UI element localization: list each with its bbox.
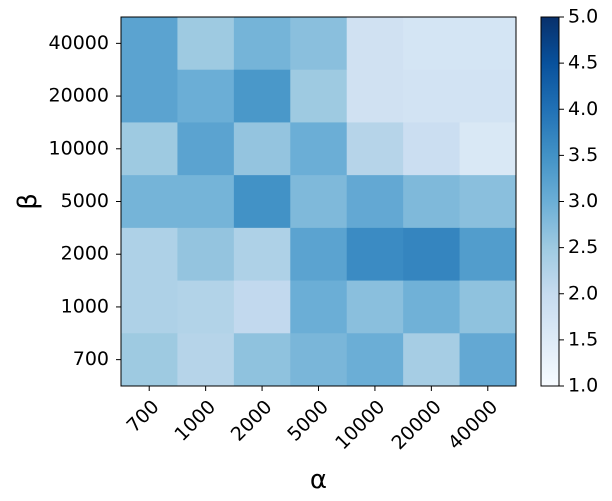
- x-tick-label: 20000: [387, 396, 445, 454]
- colorbar: [540, 16, 560, 387]
- heatmap-cell: [233, 17, 291, 71]
- heatmap-cell: [346, 333, 404, 387]
- y-tick-label: 2000: [61, 243, 109, 265]
- y-tick-label: 40000: [49, 32, 109, 54]
- colorbar-tick-label: 5.0: [568, 6, 598, 28]
- heatmap-cell: [233, 69, 291, 123]
- heatmap-cell: [177, 69, 235, 123]
- heatmap-cell: [233, 227, 291, 282]
- y-tick-label: 20000: [49, 85, 109, 107]
- heatmap-cell: [177, 280, 235, 334]
- heatmap-cell: [177, 333, 235, 387]
- x-tick-label: 10000: [331, 396, 389, 454]
- heatmap-cell: [459, 122, 517, 176]
- heatmap-cell: [121, 69, 178, 123]
- heatmap-cell: [403, 69, 461, 123]
- heatmap-cell: [346, 122, 404, 176]
- heatmap-cell: [459, 227, 517, 282]
- heatmap-cell: [177, 227, 235, 282]
- heatmap-cell: [403, 122, 461, 176]
- x-tick-label: 2000: [227, 396, 277, 446]
- heatmap-cell: [233, 280, 291, 334]
- heatmap-cell: [403, 175, 461, 229]
- x-tick-label: 700: [122, 396, 163, 437]
- heatmap-cell: [346, 175, 404, 229]
- heatmap-cell: [121, 122, 178, 176]
- heatmap-cell: [403, 280, 461, 334]
- x-tick-label: 5000: [283, 396, 333, 446]
- heatmap-cell: [346, 69, 404, 123]
- heatmap-cell: [290, 227, 348, 282]
- heatmap-cell: [459, 280, 517, 334]
- heatmap-cell: [233, 333, 291, 387]
- heatmap-cell: [290, 333, 348, 387]
- heatmap-cell: [459, 333, 517, 387]
- x-tick-label: 1000: [170, 396, 220, 446]
- heatmap-cell: [177, 17, 235, 71]
- heatmap-cell: [290, 17, 348, 71]
- heatmap-cell: [459, 69, 517, 123]
- heatmap-cell: [121, 227, 178, 282]
- heatmap-cell: [346, 17, 404, 71]
- colorbar-tick-label: 2.0: [568, 282, 598, 304]
- colorbar-tick-label: 1.0: [568, 375, 598, 397]
- heatmap-cell: [233, 175, 291, 229]
- y-tick-label: 700: [73, 348, 109, 370]
- heatmap-cell: [290, 280, 348, 334]
- colorbar-tick-label: 2.5: [568, 236, 598, 258]
- heatmap-cell: [459, 17, 517, 71]
- colorbar-tick-label: 4.0: [568, 98, 598, 120]
- heatmap-cell: [121, 175, 178, 229]
- heatmap-cell: [346, 227, 404, 282]
- heatmap-cell: [121, 333, 178, 387]
- colorbar-tick-label: 3.0: [568, 190, 598, 212]
- heatmap-cell: [459, 175, 517, 229]
- y-tick-label: 10000: [49, 137, 109, 159]
- heatmap-cell: [403, 17, 461, 71]
- x-axis-label: α: [310, 465, 327, 495]
- heatmap-cell: [346, 280, 404, 334]
- y-tick-label: 5000: [61, 190, 109, 212]
- heatmap-cell: [233, 122, 291, 176]
- colorbar-tick-label: 3.5: [568, 144, 598, 166]
- heatmap-cell: [403, 333, 461, 387]
- y-axis: 40000 20000 10000 5000 2000 1000 700: [49, 32, 121, 370]
- heatmap-cell: [121, 17, 178, 71]
- heatmap-cell: [177, 175, 235, 229]
- colorbar-tick-label: 1.5: [568, 328, 598, 350]
- heatmap-cell: [121, 280, 178, 334]
- y-axis-label: β: [13, 193, 43, 210]
- heatmap-cell: [177, 122, 235, 176]
- heatmap-cell: [290, 69, 348, 123]
- heatmap-cell: [403, 227, 461, 282]
- x-tick-label: 40000: [444, 396, 502, 454]
- heatmap-cell: [290, 122, 348, 176]
- heatmap-cells: [121, 17, 517, 387]
- colorbar-axis: 1.0 1.5 2.0 2.5 3.0 3.5 4.0 4.5 5.0: [559, 6, 598, 397]
- y-tick-label: 1000: [61, 295, 109, 317]
- colorbar-tick-label: 4.5: [568, 52, 598, 74]
- heatmap-cell: [290, 175, 348, 229]
